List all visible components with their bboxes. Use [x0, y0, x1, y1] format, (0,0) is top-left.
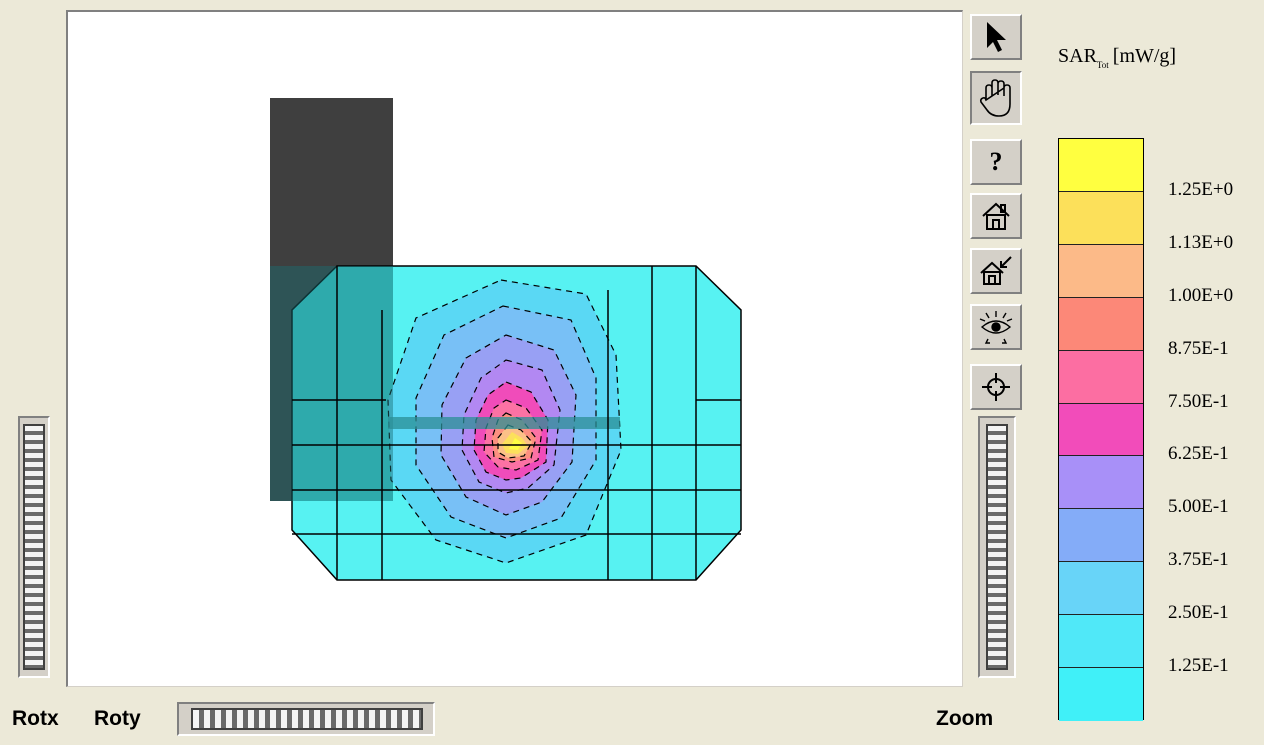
sar-visualization — [270, 98, 742, 581]
legend-label-1: 1.13E+0 — [1168, 231, 1234, 253]
house-icon — [982, 202, 1010, 230]
legend-label-4: 7.50E-1 — [1168, 390, 1229, 412]
set-home-view-button[interactable] — [970, 248, 1022, 294]
pan-hand-button[interactable] — [970, 71, 1022, 125]
roty-label: Roty — [94, 707, 141, 730]
rotx-wheel-frame — [18, 416, 50, 678]
sar-contours — [388, 280, 621, 563]
legend-swatch-5 — [1059, 403, 1143, 457]
question-mark-icon: ? — [989, 147, 1003, 176]
zoom-label: Zoom — [936, 707, 994, 730]
zoom-thumbwheel[interactable] — [986, 424, 1008, 670]
legend-title-unit: [mW/g] — [1112, 45, 1177, 67]
contour-line-0 — [387, 279, 622, 564]
legend-swatch-1 — [1059, 191, 1143, 245]
render-viewport[interactable] — [66, 10, 963, 687]
legend-label-7: 3.75E-1 — [1168, 549, 1229, 571]
home-view-button[interactable] — [970, 193, 1022, 239]
color-legend-bar — [1058, 138, 1144, 721]
legend-label-0: 1.25E+0 — [1168, 178, 1234, 200]
contour-9 — [509, 438, 522, 450]
legend-label-9: 1.25E-1 — [1168, 655, 1229, 677]
help-button[interactable]: ? — [970, 139, 1022, 185]
antenna-band — [388, 417, 620, 429]
legend-swatch-6 — [1059, 456, 1143, 510]
contour-line-7 — [497, 424, 533, 459]
center-crosshair-button[interactable] — [970, 364, 1022, 410]
contour-line-3 — [461, 359, 561, 494]
roty-thumbwheel[interactable] — [191, 708, 423, 730]
legend-title-sub: Tot — [1096, 60, 1109, 70]
contour-line-4 — [473, 381, 549, 481]
legend-label-5: 6.25E-1 — [1168, 443, 1229, 465]
legend-label-3: 8.75E-1 — [1168, 337, 1229, 359]
grid-lines — [292, 266, 741, 580]
legend-swatch-10 — [1059, 668, 1143, 721]
rotx-thumbwheel[interactable] — [23, 424, 45, 670]
legend-swatch-4 — [1059, 350, 1143, 404]
legend-label-6: 5.00E-1 — [1168, 496, 1229, 518]
eye-icon — [979, 311, 1013, 344]
legend-swatch-9 — [1059, 615, 1143, 669]
hand-icon — [979, 79, 1011, 117]
legend-label-8: 2.50E-1 — [1168, 602, 1229, 624]
contour-line-2 — [440, 334, 577, 516]
legend-swatch-0 — [1059, 139, 1143, 192]
phone-overlay — [270, 266, 393, 501]
legend-label-2: 1.00E+0 — [1168, 284, 1234, 306]
legend-swatch-8 — [1059, 562, 1143, 616]
crosshair-icon — [982, 373, 1010, 401]
house-arrow-icon — [980, 256, 1012, 285]
legend-swatch-2 — [1059, 244, 1143, 298]
legend-swatch-7 — [1059, 509, 1143, 563]
arrow-pointer-icon — [987, 22, 1006, 52]
contour-line-1 — [415, 305, 597, 539]
legend-title-main: SAR — [1058, 45, 1097, 67]
roty-wheel-frame — [177, 702, 435, 736]
legend-title: SARTot [mW/g] — [1058, 45, 1176, 70]
select-pointer-button[interactable] — [970, 14, 1022, 60]
zoom-wheel-frame — [978, 416, 1016, 678]
rotx-label: Rotx — [12, 707, 59, 730]
view-eye-button[interactable] — [970, 304, 1022, 350]
legend-swatch-3 — [1059, 297, 1143, 351]
